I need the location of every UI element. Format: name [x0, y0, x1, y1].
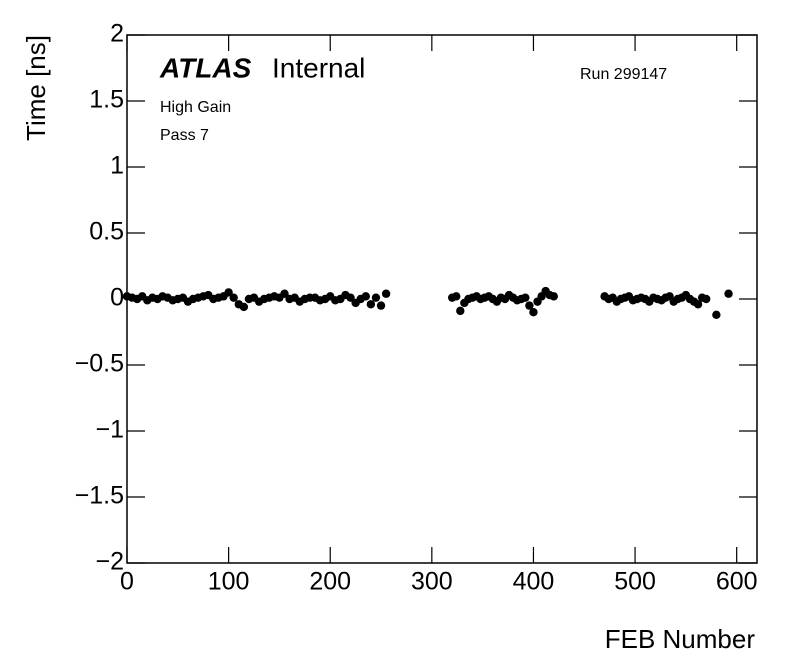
y-tick-label: 0.5 [89, 218, 124, 246]
point [229, 293, 238, 302]
run: Run 299147 [580, 66, 667, 83]
point [549, 292, 558, 301]
x-tick-label: 400 [513, 568, 555, 596]
point [361, 292, 370, 301]
point [224, 288, 233, 297]
note: Pass 7 [160, 127, 209, 144]
point [381, 289, 391, 298]
y-tick-label: 0 [110, 284, 124, 312]
point [376, 301, 386, 310]
point [521, 293, 530, 302]
x-axis-title: FEB Number [605, 624, 756, 654]
brand: ATLAS [159, 52, 252, 83]
x-tick-label: 0 [120, 568, 134, 596]
x-tick-label: 300 [411, 568, 453, 596]
y-tick-label: −1 [95, 416, 124, 444]
note: High Gain [160, 99, 231, 116]
point [280, 289, 289, 298]
point [452, 292, 461, 301]
x-tick-label: 200 [309, 568, 351, 596]
point [529, 308, 538, 317]
point [693, 300, 703, 309]
point [366, 300, 376, 309]
label: Internal [272, 52, 365, 83]
point [701, 294, 711, 304]
point [724, 289, 733, 298]
y-tick-label: 2 [110, 20, 124, 48]
point [712, 310, 721, 320]
x-tick-label: 500 [614, 568, 656, 596]
x-tick-label: 100 [208, 568, 250, 596]
point [346, 293, 355, 302]
y-tick-label: −0.5 [75, 350, 124, 378]
point [371, 293, 381, 302]
x-tick-label: 600 [716, 568, 758, 596]
point [525, 301, 534, 310]
y-tick-label: 1 [110, 152, 124, 180]
point [456, 306, 465, 316]
y-axis-title: Time [ns] [21, 35, 51, 141]
point [239, 302, 249, 312]
y-tick-label: 1.5 [89, 86, 124, 114]
y-tick-label: −2 [95, 548, 124, 576]
y-tick-label: −1.5 [75, 482, 124, 510]
